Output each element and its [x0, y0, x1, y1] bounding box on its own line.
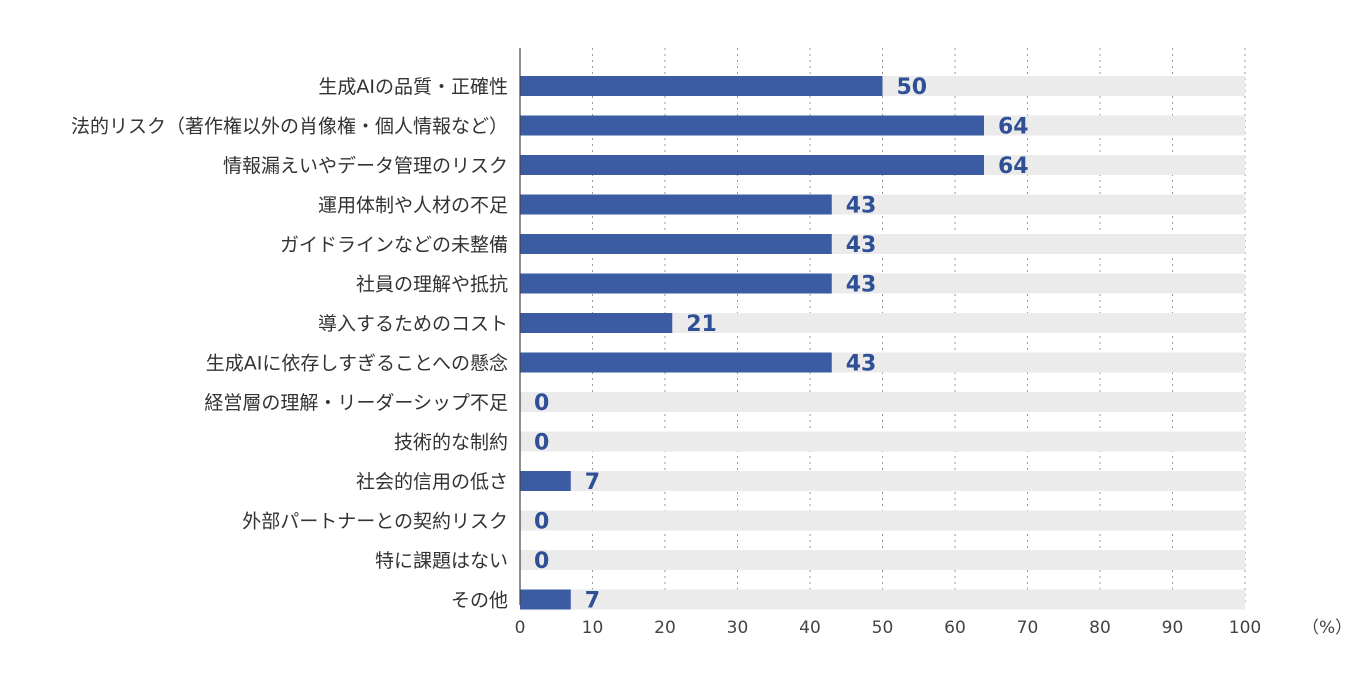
background-bar — [520, 471, 1245, 491]
category-label: ガイドラインなどの未整備 — [280, 234, 508, 256]
bar — [520, 234, 832, 254]
category-label: 外部パートナーとの契約リスク — [242, 511, 508, 533]
category-label: その他 — [451, 590, 508, 612]
x-tick-label: 100 — [1229, 618, 1261, 638]
category-label: 社員の理解や抵抗 — [356, 274, 508, 296]
x-tick-label: 10 — [582, 618, 604, 638]
x-tick-layer: 0 10 20 30 40 50 60 70 80 90 100 — [515, 618, 1262, 638]
data-label: 7 — [585, 470, 600, 495]
value-label-layer: 50 64 64 43 43 43 21 43 0 0 7 0 0 7 — [534, 75, 1029, 614]
category-label: 特に課題はない — [375, 550, 508, 572]
background-bar — [520, 313, 1245, 333]
data-label: 7 — [585, 589, 600, 614]
bar — [520, 589, 571, 610]
bar — [520, 313, 673, 333]
data-label: 43 — [846, 194, 877, 219]
bar — [520, 155, 984, 175]
data-label: 64 — [998, 154, 1029, 179]
x-tick-label: 60 — [944, 618, 966, 638]
category-label: 技術的な制約 — [394, 432, 508, 454]
data-label: 0 — [534, 391, 549, 416]
bar — [520, 76, 883, 96]
category-label: 導入するためのコスト — [318, 313, 508, 335]
data-label: 50 — [897, 75, 928, 100]
x-axis-unit-label: （%） — [1302, 618, 1346, 638]
category-label: 経営層の理解・リーダーシップ不足 — [204, 392, 508, 414]
background-bar — [520, 589, 1245, 610]
x-tick-label: 20 — [654, 618, 676, 638]
x-tick-label: 80 — [1089, 618, 1111, 638]
background-bar — [520, 392, 1245, 412]
data-label: 0 — [534, 549, 549, 574]
bar — [520, 115, 984, 136]
x-tick-label: 30 — [727, 618, 749, 638]
data-label: 43 — [846, 273, 877, 298]
data-label: 0 — [534, 510, 549, 535]
category-label: 生成AIの品質・正確性 — [318, 76, 508, 98]
x-tick-label: 0 — [515, 618, 526, 638]
data-label: 0 — [534, 431, 549, 456]
category-label: 運用体制や人材の不足 — [318, 195, 508, 217]
bar — [520, 352, 832, 373]
bar — [520, 273, 832, 294]
data-label: 21 — [686, 312, 717, 337]
bar-layer — [520, 76, 984, 610]
data-label: 43 — [846, 352, 877, 377]
x-tick-label: 90 — [1162, 618, 1184, 638]
category-label: 法的リスク（著作権以外の肖像権・個人情報など） — [71, 116, 508, 138]
data-label: 64 — [998, 115, 1029, 140]
x-tick-label: 50 — [872, 618, 894, 638]
category-label: 情報漏えいやデータ管理のリスク — [223, 155, 508, 177]
background-bar — [520, 550, 1245, 570]
x-tick-label: 70 — [1017, 618, 1039, 638]
bar — [520, 194, 832, 215]
x-tick-label: 40 — [799, 618, 821, 638]
background-bar — [520, 431, 1245, 452]
background-bar-layer — [520, 76, 1245, 610]
background-bar — [520, 510, 1245, 531]
bar — [520, 471, 571, 491]
data-label: 43 — [846, 233, 877, 258]
category-label: 生成AIに依存しすぎることへの懸念 — [206, 352, 508, 375]
category-label: 社会的信用の低さ — [356, 471, 508, 493]
